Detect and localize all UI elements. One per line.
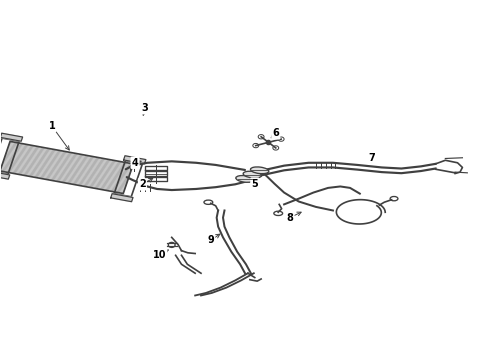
Circle shape bbox=[273, 146, 279, 150]
Text: 2: 2 bbox=[139, 179, 146, 189]
Ellipse shape bbox=[236, 176, 254, 182]
Circle shape bbox=[278, 137, 284, 141]
Text: 8: 8 bbox=[287, 213, 294, 222]
Polygon shape bbox=[0, 133, 23, 141]
Text: 7: 7 bbox=[368, 153, 375, 163]
Text: 3: 3 bbox=[142, 103, 148, 113]
Ellipse shape bbox=[243, 171, 262, 178]
Ellipse shape bbox=[204, 200, 213, 204]
Ellipse shape bbox=[274, 211, 283, 216]
Circle shape bbox=[168, 242, 175, 247]
Polygon shape bbox=[111, 194, 133, 202]
Polygon shape bbox=[123, 156, 146, 164]
Text: 1: 1 bbox=[49, 121, 55, 131]
Text: 9: 9 bbox=[207, 235, 214, 245]
Text: 4: 4 bbox=[132, 158, 139, 168]
Polygon shape bbox=[0, 171, 10, 179]
Text: 5: 5 bbox=[251, 179, 258, 189]
Ellipse shape bbox=[390, 197, 398, 201]
Circle shape bbox=[258, 135, 264, 139]
Ellipse shape bbox=[250, 167, 269, 174]
Text: 6: 6 bbox=[272, 129, 279, 138]
Circle shape bbox=[253, 143, 259, 148]
Text: 10: 10 bbox=[153, 249, 166, 260]
